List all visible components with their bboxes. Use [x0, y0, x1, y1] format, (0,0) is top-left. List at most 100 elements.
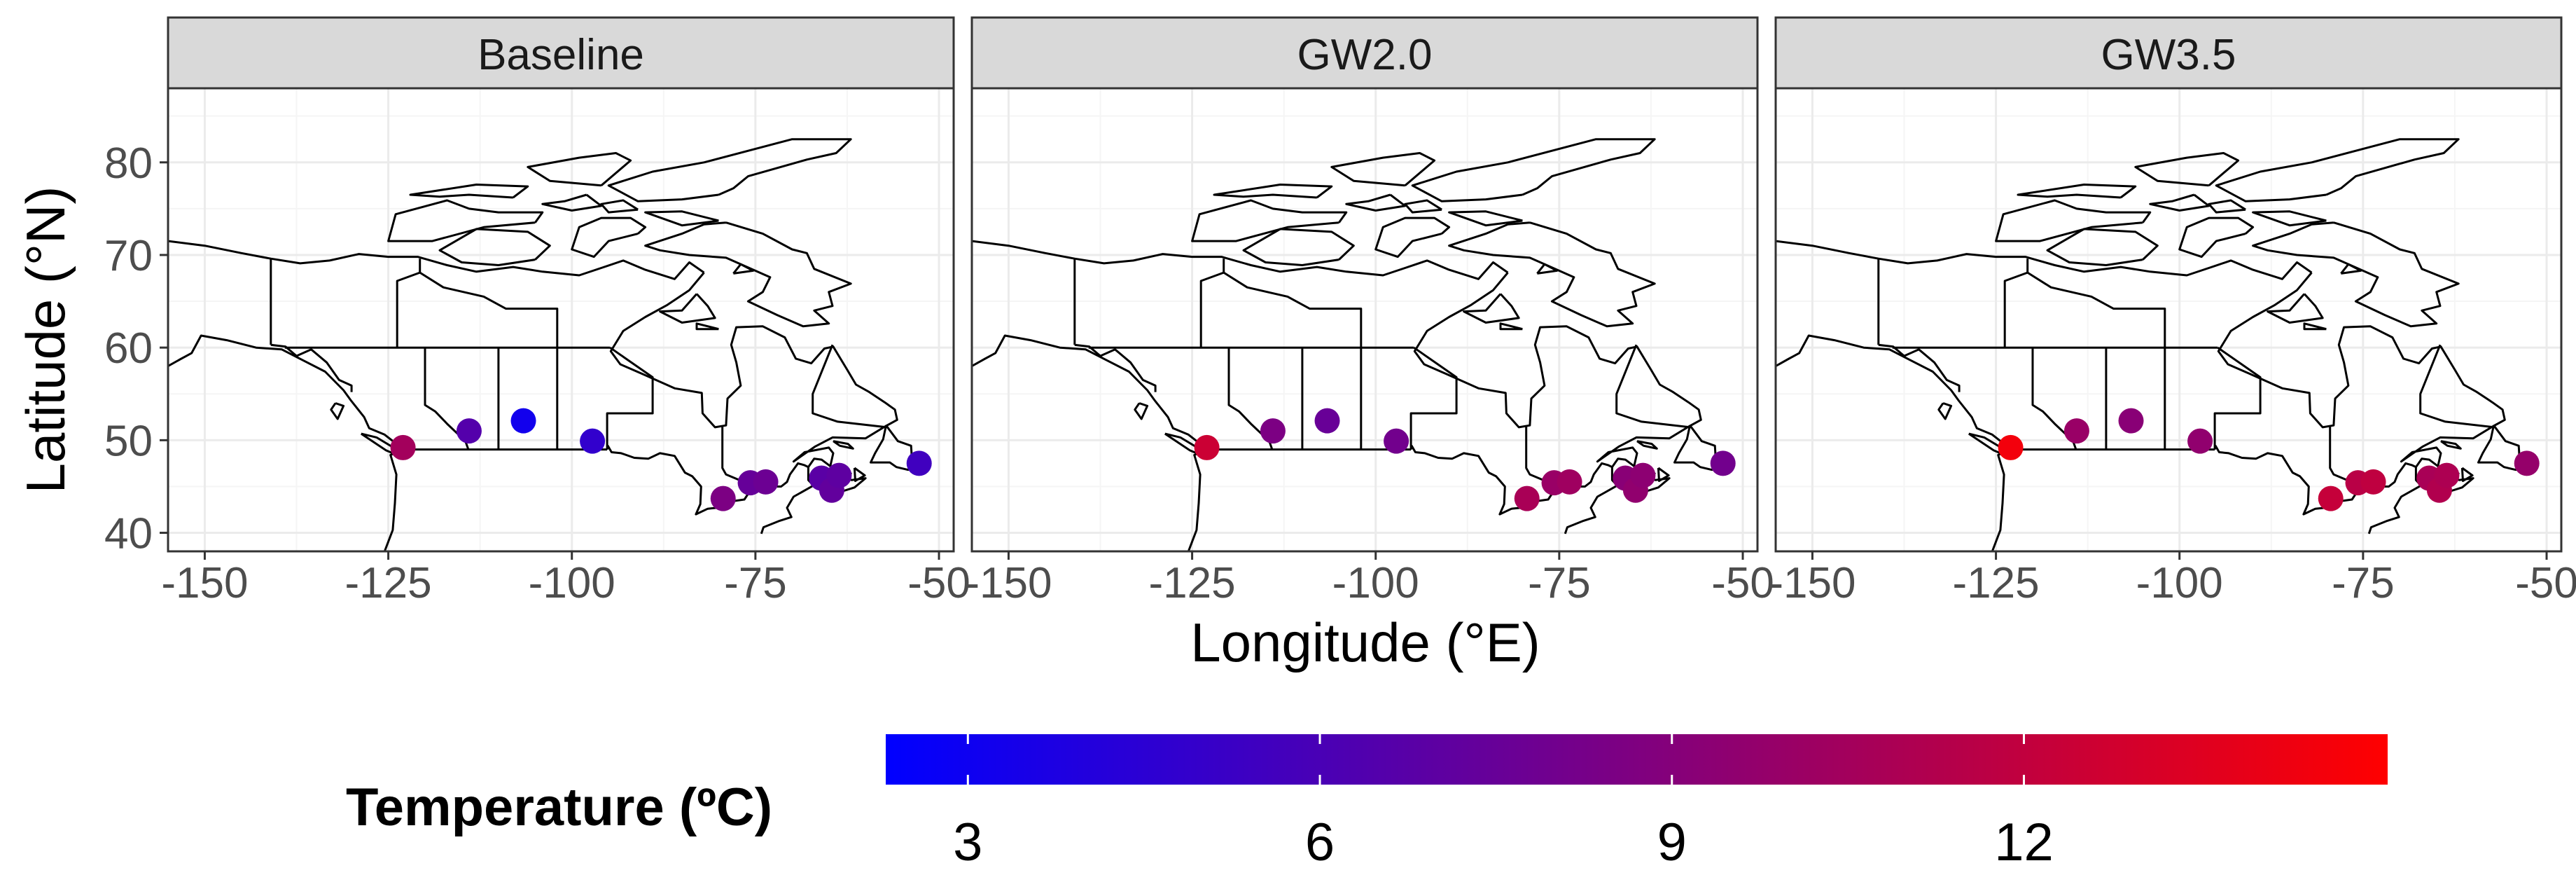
x-tick-label: -125 [1149, 559, 1236, 607]
station-point [2187, 428, 2213, 454]
boundary-line [2252, 210, 2327, 227]
boundary-line [168, 240, 705, 280]
boundary-line [644, 221, 852, 328]
station-point [710, 485, 736, 511]
boundary-line [1463, 293, 1520, 324]
x-tick-label: -125 [345, 559, 432, 607]
boundary-line [2215, 138, 2460, 202]
station-point [2514, 450, 2540, 476]
boundary-line [2149, 193, 2211, 212]
boundary-line [396, 259, 422, 348]
boundary-line [2267, 293, 2324, 324]
boundary-line [2017, 184, 2137, 199]
station-point [510, 408, 536, 434]
station-point [390, 434, 416, 460]
boundary-line [1615, 344, 1691, 429]
basemap [1776, 138, 2528, 551]
panel-border [970, 87, 1759, 553]
x-tick-label: -50 [2515, 559, 2576, 607]
facet-strip [970, 16, 1759, 90]
x-axis-title: Longitude (°E) [1190, 612, 1540, 673]
x-tick-label: -125 [1953, 559, 2040, 607]
x-tick-label: -100 [529, 559, 615, 607]
boundary-line [2208, 199, 2246, 214]
boundary-line [695, 322, 719, 331]
station-point [1710, 450, 1736, 476]
y-tick-label: 80 [104, 139, 153, 188]
x-tick-label: -150 [1769, 559, 1856, 607]
boundary-line [606, 444, 814, 516]
x-tick-label: -75 [2332, 559, 2395, 607]
boundary-line [606, 346, 654, 450]
panel-gw3-5: GW3.5 -150 -125 -100 -75 -50 [1769, 16, 2576, 607]
y-tick-label: 40 [104, 510, 153, 558]
boundary-line [2178, 216, 2255, 259]
station-point [1260, 418, 1286, 444]
panel-border [167, 87, 955, 553]
station-point [2434, 462, 2460, 488]
boundary-line [168, 334, 402, 551]
boundary-line [2419, 344, 2495, 429]
panel-gw2-0: GW2.0 -150 -125 -100 -75 -50 [965, 16, 1774, 607]
boundary-line [541, 193, 603, 212]
boundary-line [1134, 402, 1149, 420]
boundary-line [2415, 457, 2439, 468]
boundary-line [1345, 193, 1407, 212]
y-tick-label: 60 [104, 324, 153, 373]
boundary-line [419, 271, 559, 348]
boundary-line [1937, 402, 1953, 420]
boundary-line [1657, 467, 1670, 482]
station-point [1557, 469, 1582, 495]
boundary-line [1995, 199, 2152, 242]
station-point [2063, 418, 2089, 444]
boundary-line [409, 184, 529, 199]
boundary-line [571, 216, 647, 259]
boundary-line [1636, 440, 1658, 450]
boundary-line [1330, 152, 1436, 187]
boundary-line [972, 334, 1206, 551]
station-point [580, 428, 606, 454]
boundary-line [1409, 346, 1458, 450]
x-tick-label: -75 [724, 559, 787, 607]
boundary-line [1499, 322, 1523, 331]
panel-baseline: Baseline -150 -125 -100 -75 -50 40 50 60 70 80 [104, 16, 970, 607]
colorbar-tick-label: 6 [1305, 813, 1335, 872]
boundary-line [1404, 199, 1442, 214]
station-point [1194, 434, 1220, 460]
boundary-line [1213, 184, 1333, 199]
station-point [906, 450, 932, 476]
x-tick-label: -100 [1332, 559, 1419, 607]
station-point [1514, 485, 1540, 511]
boundary-line [2213, 346, 2262, 450]
station-point [2318, 485, 2344, 511]
boundary-line [1448, 221, 1656, 328]
boundary-line [438, 228, 551, 266]
boundary-line [833, 440, 854, 450]
x-tick-label: -150 [965, 559, 1052, 607]
station-point [1630, 462, 1656, 488]
station-point [456, 418, 482, 444]
station-point [2118, 408, 2144, 434]
boundary-line [2303, 322, 2327, 331]
station-point [2360, 469, 2386, 495]
boundary-line [1776, 334, 2010, 551]
boundary-line [1411, 138, 1656, 202]
colorbar [886, 734, 2388, 785]
boundary-line [1242, 228, 1355, 266]
boundary-line [1374, 216, 1451, 259]
colorbar-tick-label: 9 [1657, 813, 1687, 872]
y-tick-label: 50 [104, 417, 153, 465]
x-tick-label: -150 [161, 559, 248, 607]
x-tick-label: -75 [1528, 559, 1591, 607]
boundary-line [1611, 457, 1635, 468]
colorbar-tick-label: 12 [1994, 813, 2054, 872]
boundary-line [659, 293, 716, 324]
boundary-line [1536, 263, 1559, 275]
panel-border [1774, 87, 2563, 553]
boundary-line [2460, 467, 2474, 482]
boundary-line [732, 263, 755, 275]
boundary-line [853, 467, 866, 482]
x-tick-label: -100 [2136, 559, 2223, 607]
colorbar-tick-label: 3 [953, 813, 982, 872]
